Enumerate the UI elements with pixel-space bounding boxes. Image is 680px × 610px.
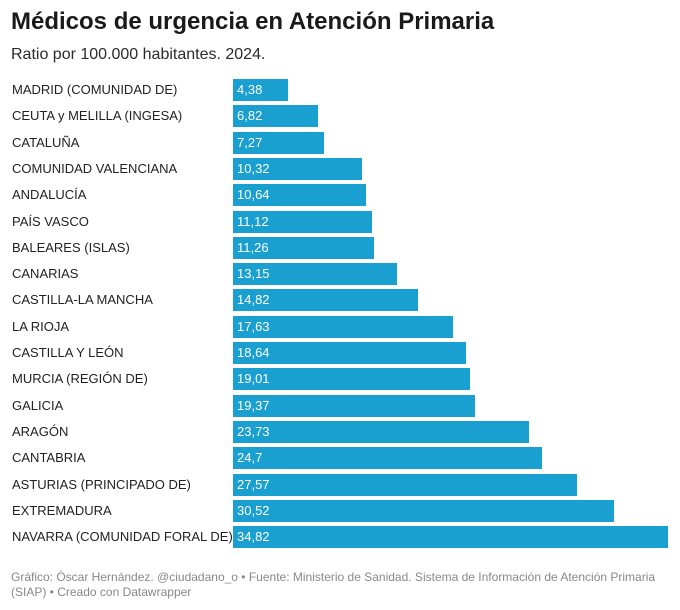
bar — [233, 368, 471, 391]
category-label: CASTILLA Y LEÓN — [12, 345, 124, 360]
bar — [233, 526, 668, 549]
bar-value-label: 34,82 — [237, 529, 270, 545]
bar-value-label: 7,27 — [237, 134, 263, 150]
bar-value-label: 14,82 — [237, 292, 270, 308]
category-label: GALICIA — [12, 397, 64, 413]
bar — [233, 420, 530, 443]
bar — [233, 184, 366, 207]
bar — [233, 394, 475, 417]
bar-value-label: 30,52 — [237, 502, 270, 518]
category-label: CANTABRIA — [12, 450, 86, 466]
category-label: CASTILLA-LA MANCHA — [12, 292, 153, 308]
category-label: MADRID (COMUNIDAD DE) — [12, 82, 178, 97]
chart-subtitle: Ratio por 100.000 habitantes. 2024. — [11, 46, 266, 63]
bar — [233, 315, 454, 338]
bar — [233, 263, 398, 286]
bar-value-label: 19,37 — [237, 397, 270, 413]
bar — [233, 157, 362, 180]
bar — [233, 342, 466, 364]
bar — [233, 236, 374, 259]
bar — [233, 289, 419, 312]
bar-value-label: 11,12 — [237, 213, 269, 229]
bar-value-label: 10,32 — [237, 160, 270, 176]
bar-value-label: 27,57 — [237, 476, 270, 492]
category-label: CATALUÑA — [12, 134, 80, 150]
bar-value-label: 18,64 — [237, 345, 270, 360]
bar-value-label: 13,15 — [237, 266, 270, 282]
bar — [233, 210, 372, 233]
category-label: EXTREMADURA — [12, 502, 112, 518]
category-label: CEUTA y MELILLA (INGESA) — [12, 108, 183, 124]
bar — [233, 105, 319, 128]
bar-value-label: 17,63 — [237, 318, 270, 334]
bar-value-label: 24,7 — [237, 450, 263, 466]
bar-value-label: 4,38 — [237, 82, 263, 97]
category-label: CANARIAS — [12, 266, 79, 282]
bar-value-label: 11,26 — [237, 239, 269, 255]
bar — [233, 447, 542, 470]
bar-value-label: 6,82 — [237, 108, 263, 124]
category-label: LA RIOJA — [12, 318, 70, 334]
category-label: ARAGÓN — [12, 423, 69, 439]
bar — [233, 499, 615, 522]
bar-value-label: 19,01 — [237, 371, 270, 387]
category-label: BALEARES (ISLAS) — [12, 239, 130, 255]
chart-title: Médicos de urgencia en Atención Primaria — [11, 8, 495, 35]
category-label: COMUNIDAD VALENCIANA — [12, 160, 178, 176]
category-label: MURCIA (REGIÓN DE) — [12, 371, 148, 387]
bar — [233, 79, 288, 101]
category-label: ASTURIAS (PRINCIPADO DE) — [12, 476, 191, 492]
bar-value-label: 23,73 — [237, 423, 270, 439]
bar — [233, 473, 578, 496]
category-label: NAVARRA (COMUNIDAD FORAL DE) — [12, 529, 233, 545]
category-label: ANDALUCÍA — [12, 187, 87, 203]
category-label: PAÍS VASCO — [12, 213, 89, 229]
bar — [233, 131, 324, 154]
chart-footer: Gráfico: Óscar Hernández. @ciudadano_o •… — [11, 570, 656, 599]
bar-value-label: 10,64 — [237, 187, 270, 203]
